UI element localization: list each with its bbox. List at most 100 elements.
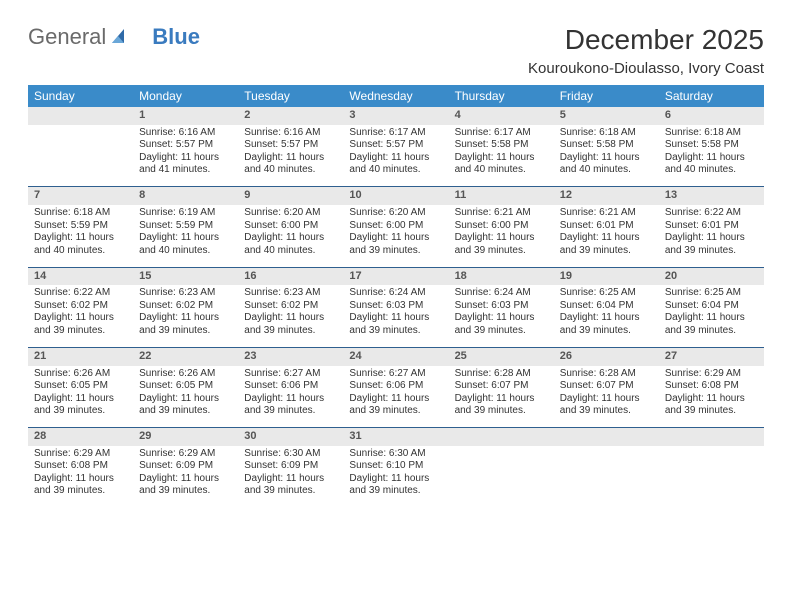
sunset-line: Sunset: 6:10 PM [349,460,442,473]
day-header: Monday [133,85,238,107]
sunset-line: Sunset: 6:02 PM [34,300,127,313]
daylight-line: Daylight: 11 hours and 40 minutes. [665,152,758,177]
daylight-line: Daylight: 11 hours and 39 minutes. [34,393,127,418]
sunset-line: Sunset: 6:05 PM [139,380,232,393]
sunset-line: Sunset: 6:01 PM [560,220,653,233]
sunset-line: Sunset: 5:59 PM [139,220,232,233]
logo-text-general: General [28,24,106,50]
calendar-body: 123456Sunrise: 6:16 AMSunset: 5:57 PMDay… [28,107,764,508]
sunset-line: Sunset: 5:58 PM [455,139,548,152]
sunset-line: Sunset: 6:09 PM [139,460,232,473]
day-number-cell: 11 [449,187,554,205]
sunset-line: Sunset: 6:06 PM [349,380,442,393]
day-number-cell: 7 [28,187,133,205]
daylight-line: Daylight: 11 hours and 39 minutes. [560,312,653,337]
sunrise-line: Sunrise: 6:30 AM [349,448,442,461]
day-detail-cell: Sunrise: 6:20 AMSunset: 6:00 PMDaylight:… [343,205,448,267]
day-number: 7 [34,189,40,201]
day-detail-cell [554,446,659,508]
day-number-cell: 21 [28,347,133,365]
day-number-cell: 29 [133,428,238,446]
day-number-cell: 5 [554,107,659,125]
sunset-line: Sunset: 6:02 PM [244,300,337,313]
day-number: 17 [349,270,361,282]
sunrise-line: Sunrise: 6:25 AM [560,287,653,300]
sunrise-line: Sunrise: 6:27 AM [349,368,442,381]
sunrise-line: Sunrise: 6:19 AM [139,207,232,220]
sunrise-line: Sunrise: 6:23 AM [139,287,232,300]
day-header: Tuesday [238,85,343,107]
sunrise-line: Sunrise: 6:17 AM [349,127,442,140]
day-number: 30 [244,430,256,442]
sunset-line: Sunset: 5:57 PM [139,139,232,152]
day-detail-cell: Sunrise: 6:18 AMSunset: 5:59 PMDaylight:… [28,205,133,267]
daylight-line: Daylight: 11 hours and 40 minutes. [349,152,442,177]
day-number-cell [659,428,764,446]
daynum-row: 123456 [28,107,764,125]
day-detail-cell: Sunrise: 6:28 AMSunset: 6:07 PMDaylight:… [449,366,554,428]
day-number: 24 [349,350,361,362]
day-number-cell: 8 [133,187,238,205]
sunrise-line: Sunrise: 6:23 AM [244,287,337,300]
day-number-cell: 9 [238,187,343,205]
day-detail-cell: Sunrise: 6:29 AMSunset: 6:08 PMDaylight:… [28,446,133,508]
day-detail-cell: Sunrise: 6:18 AMSunset: 5:58 PMDaylight:… [554,125,659,187]
day-number: 6 [665,109,671,121]
sunset-line: Sunset: 6:08 PM [665,380,758,393]
sunrise-line: Sunrise: 6:27 AM [244,368,337,381]
sunrise-line: Sunrise: 6:28 AM [455,368,548,381]
detail-row: Sunrise: 6:26 AMSunset: 6:05 PMDaylight:… [28,366,764,428]
sunrise-line: Sunrise: 6:29 AM [139,448,232,461]
day-number-cell: 20 [659,267,764,285]
day-number: 27 [665,350,677,362]
day-detail-cell: Sunrise: 6:29 AMSunset: 6:08 PMDaylight:… [659,366,764,428]
daylight-line: Daylight: 11 hours and 39 minutes. [34,473,127,498]
title-block: December 2025 Kouroukono-Dioulasso, Ivor… [528,24,764,77]
day-detail-cell: Sunrise: 6:25 AMSunset: 6:04 PMDaylight:… [659,285,764,347]
sunrise-line: Sunrise: 6:26 AM [139,368,232,381]
day-detail-cell: Sunrise: 6:24 AMSunset: 6:03 PMDaylight:… [343,285,448,347]
daylight-line: Daylight: 11 hours and 39 minutes. [665,312,758,337]
daynum-row: 14151617181920 [28,267,764,285]
day-header: Wednesday [343,85,448,107]
daylight-line: Daylight: 11 hours and 39 minutes. [455,393,548,418]
daylight-line: Daylight: 11 hours and 39 minutes. [139,393,232,418]
location-label: Kouroukono-Dioulasso, Ivory Coast [528,60,764,77]
daylight-line: Daylight: 11 hours and 39 minutes. [244,312,337,337]
daynum-row: 28293031 [28,428,764,446]
day-number-cell: 28 [28,428,133,446]
sunrise-line: Sunrise: 6:24 AM [349,287,442,300]
daylight-line: Daylight: 11 hours and 39 minutes. [455,312,548,337]
sunrise-line: Sunrise: 6:22 AM [34,287,127,300]
day-detail-cell [28,125,133,187]
day-number-cell: 24 [343,347,448,365]
daylight-line: Daylight: 11 hours and 39 minutes. [560,393,653,418]
day-number: 18 [455,270,467,282]
day-number: 23 [244,350,256,362]
sunset-line: Sunset: 6:05 PM [34,380,127,393]
sunset-line: Sunset: 5:57 PM [244,139,337,152]
sunrise-line: Sunrise: 6:18 AM [665,127,758,140]
daylight-line: Daylight: 11 hours and 39 minutes. [349,312,442,337]
daylight-line: Daylight: 11 hours and 39 minutes. [34,312,127,337]
logo-text-blue: Blue [152,24,200,50]
daylight-line: Daylight: 11 hours and 39 minutes. [560,232,653,257]
day-header: Thursday [449,85,554,107]
daylight-line: Daylight: 11 hours and 39 minutes. [665,232,758,257]
day-number: 10 [349,189,361,201]
day-detail-cell: Sunrise: 6:29 AMSunset: 6:09 PMDaylight:… [133,446,238,508]
day-number-cell: 19 [554,267,659,285]
day-detail-cell: Sunrise: 6:25 AMSunset: 6:04 PMDaylight:… [554,285,659,347]
day-detail-cell: Sunrise: 6:30 AMSunset: 6:09 PMDaylight:… [238,446,343,508]
day-detail-cell: Sunrise: 6:23 AMSunset: 6:02 PMDaylight:… [133,285,238,347]
day-number-cell: 15 [133,267,238,285]
day-number-cell: 18 [449,267,554,285]
day-detail-cell: Sunrise: 6:24 AMSunset: 6:03 PMDaylight:… [449,285,554,347]
sunset-line: Sunset: 5:57 PM [349,139,442,152]
calendar-table: Sunday Monday Tuesday Wednesday Thursday… [28,85,764,508]
daylight-line: Daylight: 11 hours and 39 minutes. [455,232,548,257]
day-detail-cell: Sunrise: 6:16 AMSunset: 5:57 PMDaylight:… [133,125,238,187]
sunrise-line: Sunrise: 6:21 AM [560,207,653,220]
daylight-line: Daylight: 11 hours and 40 minutes. [34,232,127,257]
day-number-cell: 30 [238,428,343,446]
